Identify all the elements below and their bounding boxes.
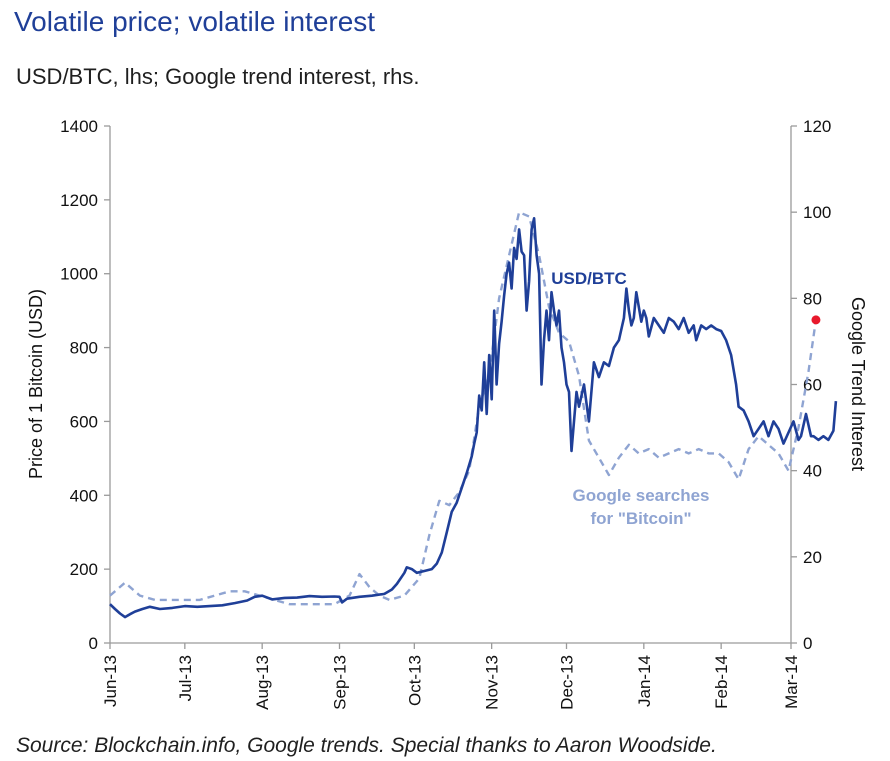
right-tick-label: 40 [803, 462, 822, 481]
right-tick-label: 80 [803, 289, 822, 308]
source-note: Source: Blockchain.info, Google trends. … [16, 734, 717, 757]
right-tick-label: 0 [803, 634, 812, 653]
x-tick-label: Mar-14 [782, 655, 801, 709]
right-tick-label: 100 [803, 203, 831, 222]
left-tick-label: 600 [70, 412, 98, 431]
left-tick-label: 400 [70, 486, 98, 505]
left-tick-label: 200 [70, 560, 98, 579]
left-tick-label: 1000 [60, 265, 98, 284]
x-tick-label: Nov-13 [483, 655, 502, 710]
chart-series [109, 210, 838, 619]
x-tick-label: Jun-13 [101, 655, 120, 707]
x-tick-label: Sep-13 [330, 655, 349, 710]
left-axis-title: Price of 1 Bitcoin (USD) [26, 289, 46, 479]
x-tick-label: Jul-13 [176, 655, 195, 701]
page-title: Volatile price; volatile interest [14, 6, 376, 37]
left-tick-label: 1200 [60, 191, 98, 210]
right-tick-label: 120 [803, 117, 831, 136]
series-line-google-searches [109, 210, 818, 606]
left-tick-label: 1400 [60, 117, 98, 136]
x-tick-label: Feb-14 [712, 655, 731, 709]
x-tick-label: Aug-13 [253, 655, 272, 710]
left-tick-label: 0 [89, 634, 98, 653]
chart-subtitle: USD/BTC, lhs; Google trend interest, rhs… [16, 64, 420, 89]
left-tick-label: 800 [70, 339, 98, 358]
series-label-usd-btc: USD/BTC [551, 269, 627, 288]
chart-axes [109, 126, 792, 644]
x-tick-label: Dec-13 [557, 655, 576, 710]
latest-trend-marker [811, 315, 821, 325]
right-axis-title: Google Trend Interest [848, 297, 868, 471]
x-tick-label: Jan-14 [635, 655, 654, 707]
right-tick-label: 20 [803, 548, 822, 567]
series-label-google-line1: Google searches [572, 486, 709, 505]
series-line-usd-btc [109, 217, 838, 619]
x-tick-label: Oct-13 [405, 655, 424, 706]
series-label-google-line2: for "Bitcoin" [590, 509, 691, 528]
chart-ticks: 0200400600800100012001400020406080100120… [60, 117, 831, 710]
